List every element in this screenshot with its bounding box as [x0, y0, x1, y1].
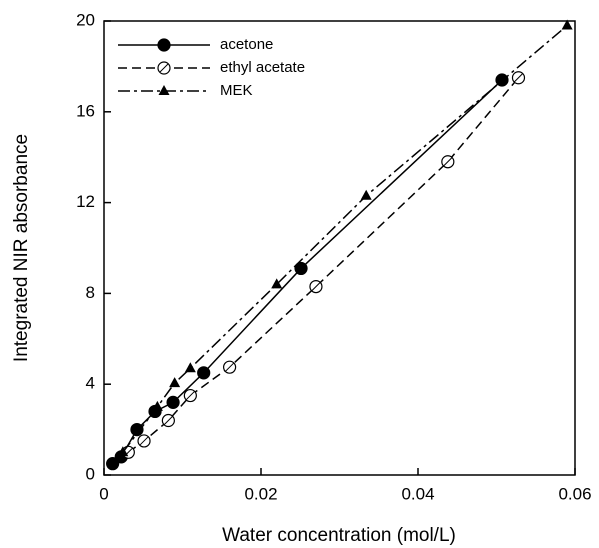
- marker-slash: [514, 73, 523, 83]
- legend-label: MEK: [220, 82, 253, 99]
- marker-slash: [311, 282, 321, 291]
- legend-marker: [158, 85, 170, 95]
- y-tick-label: 8: [86, 283, 95, 302]
- marker-slash: [159, 63, 169, 73]
- marker: [169, 377, 181, 388]
- x-axis-label: Water concentration (mol/L): [222, 525, 456, 546]
- marker: [294, 261, 308, 276]
- marker: [151, 400, 163, 411]
- marker: [197, 366, 211, 380]
- marker-slash: [225, 362, 234, 372]
- series: [121, 71, 526, 459]
- x-tick-label: 0.04: [401, 484, 434, 503]
- series: [106, 73, 509, 471]
- legend-label: acetone: [220, 36, 273, 53]
- marker-slash: [443, 157, 453, 167]
- marker: [130, 423, 144, 437]
- y-tick-label: 0: [86, 464, 95, 483]
- x-tick-label: 0: [99, 484, 108, 503]
- legend-marker: [157, 38, 171, 52]
- legend-label: ethyl acetate: [220, 59, 305, 76]
- marker: [166, 395, 180, 409]
- marker: [184, 362, 196, 373]
- series-line: [122, 24, 568, 453]
- marker-slash: [164, 416, 173, 425]
- marker: [561, 19, 573, 30]
- marker: [271, 278, 283, 289]
- marker: [117, 446, 129, 457]
- y-axis-label: Integrated NIR absorbance: [11, 134, 32, 362]
- x-tick-label: 0.02: [244, 484, 277, 503]
- plot-frame: [103, 20, 576, 476]
- y-tick-label: 16: [76, 101, 95, 120]
- x-tick-label: 0.06: [558, 484, 591, 503]
- marker-slash: [185, 391, 195, 400]
- marker-slash: [139, 436, 149, 446]
- marker: [360, 189, 372, 200]
- y-tick-label: 12: [76, 192, 95, 211]
- series: [117, 19, 573, 457]
- marker: [106, 457, 120, 471]
- y-tick-label: 4: [86, 374, 95, 393]
- y-tick-label: 20: [76, 10, 95, 29]
